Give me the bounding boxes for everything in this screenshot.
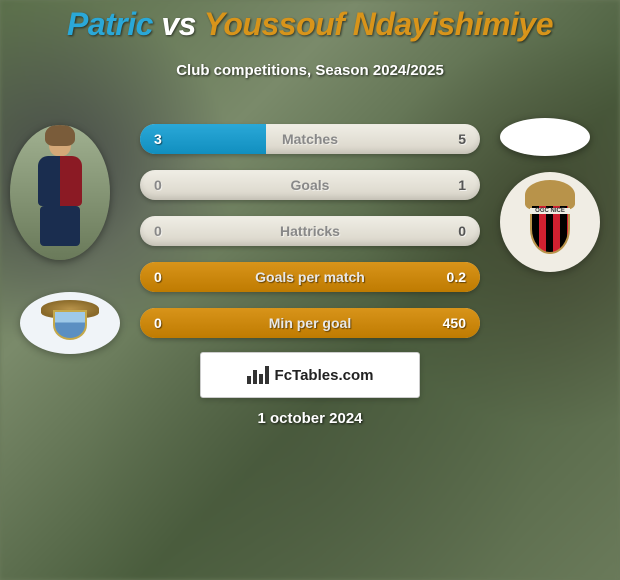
- nice-crest-label: OGC NICE: [530, 208, 570, 214]
- player2-club-badge: OGC NICE: [500, 172, 600, 272]
- stat-right-value: 1: [458, 177, 466, 193]
- comparison-card: Patric vs Youssouf Ndayishimiye Club com…: [0, 0, 620, 580]
- page-title: Patric vs Youssouf Ndayishimiye: [0, 6, 620, 43]
- stat-right-value: 450: [443, 315, 466, 331]
- player2-avatar-placeholder: [500, 118, 590, 156]
- player1-club-badge: [20, 292, 120, 354]
- stat-row: 0Min per goal450: [140, 308, 480, 338]
- vs-label: vs: [161, 6, 196, 42]
- stat-row: 0Goals1: [140, 170, 480, 200]
- stats-panel: 3Matches50Goals10Hattricks00Goals per ma…: [140, 124, 480, 354]
- stat-label: Matches: [140, 131, 480, 147]
- player1-name: Patric: [67, 6, 153, 42]
- brand-badge[interactable]: FcTables.com: [200, 352, 420, 398]
- stat-row: 0Goals per match0.2: [140, 262, 480, 292]
- stat-row: 0Hattricks0: [140, 216, 480, 246]
- player1-avatar: [10, 125, 110, 260]
- bar-chart-icon: [247, 366, 269, 384]
- stat-label: Min per goal: [140, 315, 480, 331]
- player2-name: Youssouf Ndayishimiye: [204, 6, 553, 42]
- stat-right-value: 5: [458, 131, 466, 147]
- footer-date: 1 october 2024: [0, 410, 620, 427]
- subtitle: Club competitions, Season 2024/2025: [0, 62, 620, 79]
- stat-label: Goals: [140, 177, 480, 193]
- stat-label: Hattricks: [140, 223, 480, 239]
- stat-right-value: 0.2: [447, 269, 466, 285]
- brand-text: FcTables.com: [275, 367, 374, 384]
- stat-label: Goals per match: [140, 269, 480, 285]
- stat-right-value: 0: [458, 223, 466, 239]
- stat-row: 3Matches5: [140, 124, 480, 154]
